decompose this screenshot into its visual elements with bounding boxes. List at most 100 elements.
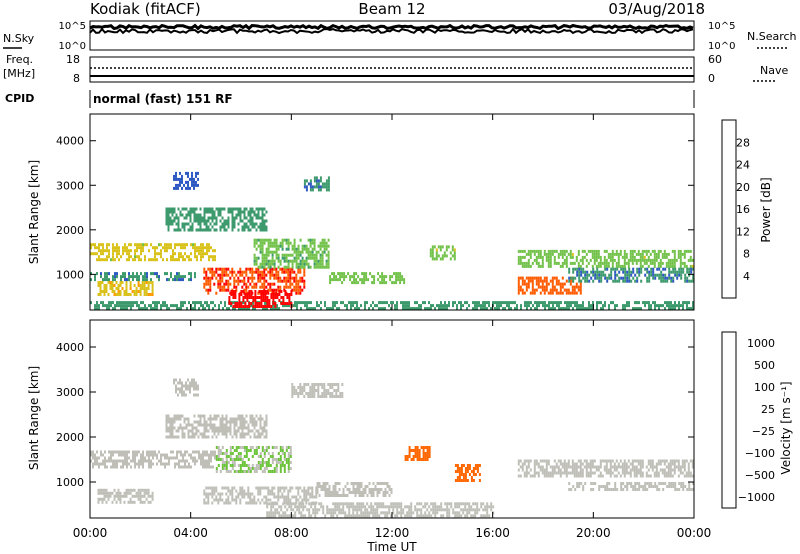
heatmap-cell: [193, 384, 195, 388]
heatmap-cell: [239, 501, 242, 505]
heatmap-cell: [265, 225, 268, 229]
heatmap-cell: [172, 249, 174, 253]
heatmap-cell: [613, 258, 616, 262]
heatmap-cell: [219, 285, 222, 289]
heatmap-cell: [298, 502, 301, 506]
heatmap-cell: [112, 453, 114, 457]
heatmap-cell: [181, 387, 183, 391]
heatmap-cell: [426, 458, 429, 461]
heatmap-cell: [665, 264, 668, 268]
heatmap-cell: [116, 465, 118, 469]
heatmap-cell: [297, 244, 300, 248]
heatmap-cell: [207, 435, 210, 439]
heatmap-cell: [301, 498, 304, 502]
freq-panel: Freq. [MHz] 18 8 60 0 Nave: [3, 53, 788, 85]
heatmap-cell: [311, 386, 314, 389]
heatmap-cell: [320, 301, 322, 305]
heatmap-cell: [668, 307, 670, 310]
heatmap-cell: [278, 299, 281, 302]
colorbar-tick-label: 16: [736, 203, 750, 216]
heatmap-cell: [154, 450, 156, 454]
heatmap-cell: [231, 461, 234, 464]
heatmap-cell: [259, 426, 262, 430]
heatmap-cell: [590, 488, 593, 491]
heatmap-cell: [579, 258, 582, 262]
heatmap-cell: [306, 304, 308, 308]
heatmap-cell: [249, 498, 252, 502]
heatmap-cell: [316, 485, 319, 488]
heatmap-cell: [183, 420, 186, 424]
heatmap-cell: [652, 276, 655, 280]
heatmap-cell: [368, 307, 370, 310]
heatmap-cell: [321, 185, 324, 189]
heatmap-cell: [265, 464, 268, 467]
heatmap-cell: [547, 249, 550, 253]
heatmap-cell: [132, 304, 134, 308]
heatmap-cell: [227, 461, 230, 464]
heatmap-cell: [631, 462, 634, 466]
heatmap-cell: [267, 446, 270, 449]
heatmap-cell: [337, 386, 340, 389]
heatmap-cell: [287, 267, 290, 271]
heatmap-cell: [358, 482, 361, 485]
heatmap-cell: [343, 275, 346, 279]
heatmap-cell: [190, 456, 192, 460]
heatmap-cell: [125, 287, 128, 290]
heatmap-cell: [365, 278, 368, 282]
heatmap-cell: [438, 304, 440, 308]
heatmap-cell: [264, 301, 266, 305]
heatmap-cell: [665, 471, 668, 475]
heatmap-cell: [655, 252, 658, 256]
heatmap-cell: [675, 465, 678, 469]
heatmap-cell: [237, 446, 240, 449]
heatmap-cell: [631, 258, 634, 262]
heatmap-cell: [608, 304, 610, 308]
heatmap-cell: [362, 511, 365, 515]
heatmap-cell: [452, 511, 455, 515]
heatmap-cell: [211, 489, 214, 493]
heatmap-cell: [212, 258, 214, 262]
heatmap-cell: [664, 276, 667, 280]
heatmap-cell: [634, 482, 637, 485]
heatmap-cell: [575, 468, 578, 472]
heatmap-cell: [151, 284, 154, 287]
heatmap-cell: [436, 505, 439, 509]
heatmap-cell: [408, 452, 411, 455]
heatmap-cell: [134, 456, 136, 460]
heatmap-cell: [619, 264, 622, 268]
heatmap-cell: [519, 249, 522, 253]
heatmap-cell: [194, 252, 196, 256]
heatmap-cell: [144, 243, 146, 247]
heatmap-cell: [325, 179, 328, 183]
heatmap-cell: [152, 272, 154, 276]
heatmap-cell: [292, 502, 295, 506]
heatmap-cell: [678, 273, 681, 277]
heatmap-cell: [170, 255, 172, 259]
heatmap-cell: [191, 177, 193, 181]
heatmap-cell: [281, 449, 284, 452]
heatmap-cell: [266, 299, 269, 302]
heatmap-cell: [424, 502, 427, 506]
heatmap-cell: [185, 387, 187, 391]
heatmap-cell: [187, 180, 189, 184]
heatmap-cell: [369, 272, 372, 276]
heatmap-cell: [326, 494, 329, 497]
heatmap-cell: [303, 267, 306, 271]
heatmap-cell: [177, 228, 180, 232]
heatmap-cell: [152, 453, 154, 457]
heatmap-cell: [381, 281, 384, 285]
heatmap-cell: [406, 304, 408, 308]
heatmap-cell: [547, 282, 550, 286]
heatmap-cell: [261, 446, 264, 449]
heatmap-cell: [378, 491, 381, 494]
heatmap-cell: [436, 508, 439, 512]
heatmap-cell: [574, 488, 577, 491]
heatmap-cell: [399, 281, 402, 285]
heatmap-cell: [309, 179, 312, 183]
heatmap-cell: [567, 462, 570, 466]
heatmap-cell: [516, 307, 518, 310]
heatmap-cell: [160, 243, 162, 247]
heatmap-cell: [669, 462, 672, 466]
heatmap-cell: [261, 273, 264, 277]
heatmap-cell: [207, 417, 210, 421]
